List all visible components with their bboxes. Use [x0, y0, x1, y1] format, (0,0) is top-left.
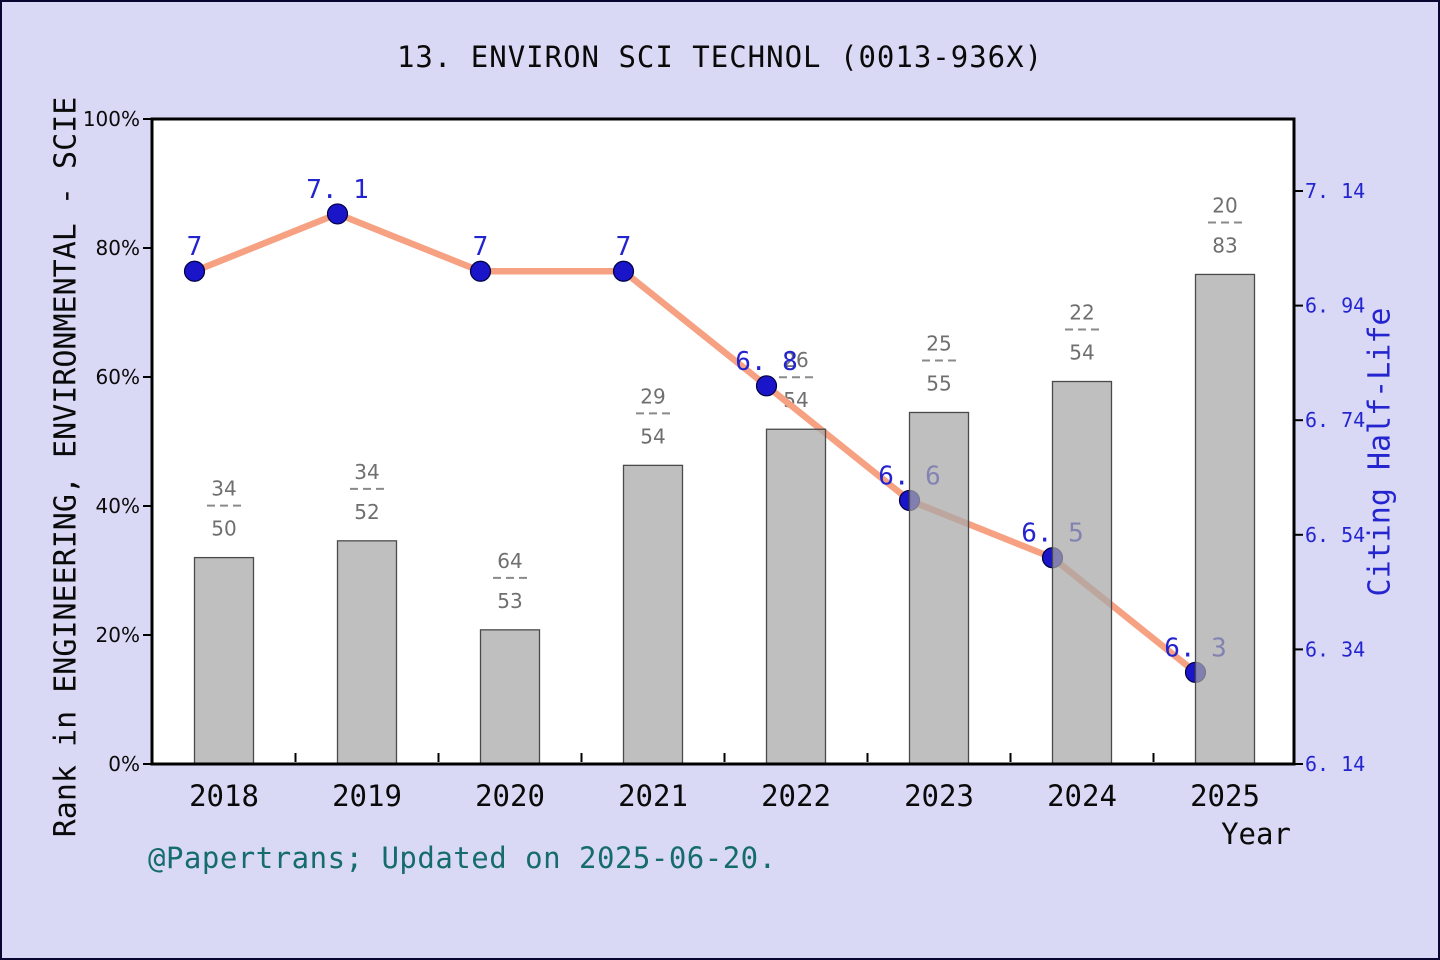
- bar-label-numerator: 22: [1069, 301, 1094, 325]
- left-tick-label: 40%: [96, 494, 140, 518]
- x-tick-label: 2024: [1047, 779, 1117, 813]
- line-dot: [755, 375, 778, 397]
- right-tick-label: 6. 14: [1305, 752, 1365, 776]
- bar: [1194, 273, 1256, 765]
- x-tick-label: 2018: [189, 779, 259, 813]
- point-label: 7: [473, 232, 489, 262]
- bar-label-denominator: 83: [1212, 233, 1237, 257]
- line-dot: [469, 260, 492, 282]
- bar: [336, 540, 398, 765]
- line-dot: [326, 203, 349, 225]
- x-tick-label: 2019: [332, 779, 402, 813]
- point-label: 7: [187, 232, 203, 262]
- left-tick-label: 100%: [83, 107, 140, 131]
- citing-half-life-line: [191, 210, 1199, 676]
- right-tick-label: 6. 34: [1305, 637, 1365, 661]
- line-dot: [612, 260, 635, 282]
- bar-label-numerator: 64: [497, 549, 522, 573]
- bar: [479, 629, 541, 765]
- bar-label-numerator: 20: [1212, 193, 1237, 217]
- bar-label-denominator: 52: [354, 500, 379, 524]
- bar: [622, 464, 684, 765]
- bar: [193, 556, 255, 765]
- x-axis-label: Year: [1221, 817, 1291, 851]
- x-tick-label: 2022: [761, 779, 831, 813]
- bar: [908, 411, 970, 765]
- right-tick-label: 7. 14: [1305, 179, 1365, 203]
- left-tick-label: 0%: [108, 752, 140, 776]
- right-tick-label: 6. 74: [1305, 408, 1365, 432]
- plot-frame: [150, 117, 1296, 766]
- point-label: 7. 1: [306, 175, 369, 205]
- point-label: 7: [616, 232, 632, 262]
- plot-area: [152, 119, 1294, 764]
- bar-label-denominator: 55: [926, 371, 951, 395]
- chart-title: 13. ENVIRON SCI TECHNOL (0013-936X): [396, 40, 1044, 74]
- point-label: 6. 8: [735, 347, 798, 377]
- line-dot: [183, 260, 206, 282]
- bar-label-numerator: 34: [211, 477, 236, 501]
- x-tick-label: 2025: [1190, 779, 1260, 813]
- bar-label-denominator: 50: [211, 517, 236, 541]
- right-tick-label: 6. 54: [1305, 523, 1365, 547]
- bar: [1051, 380, 1113, 765]
- x-tick-label: 2020: [475, 779, 545, 813]
- x-tick-label: 2023: [904, 779, 974, 813]
- left-tick-label: 20%: [96, 623, 140, 647]
- bar-label-numerator: 26: [783, 348, 808, 372]
- right-tick-label: 6. 94: [1305, 294, 1365, 318]
- left-tick-label: 60%: [96, 365, 140, 389]
- bar-label-numerator: 29: [640, 384, 665, 408]
- bar-label-denominator: 53: [497, 589, 522, 613]
- bar: [765, 428, 827, 765]
- bar-label-denominator: 54: [640, 424, 665, 448]
- bar-label-numerator: 25: [926, 331, 951, 355]
- bar-label-denominator: 54: [1069, 341, 1094, 365]
- left-tick-label: 80%: [96, 236, 140, 260]
- x-tick-label: 2021: [618, 779, 688, 813]
- bar-label-numerator: 34: [354, 460, 379, 484]
- footer-credit: @Papertrans; Updated on 2025-06-20.: [148, 841, 777, 875]
